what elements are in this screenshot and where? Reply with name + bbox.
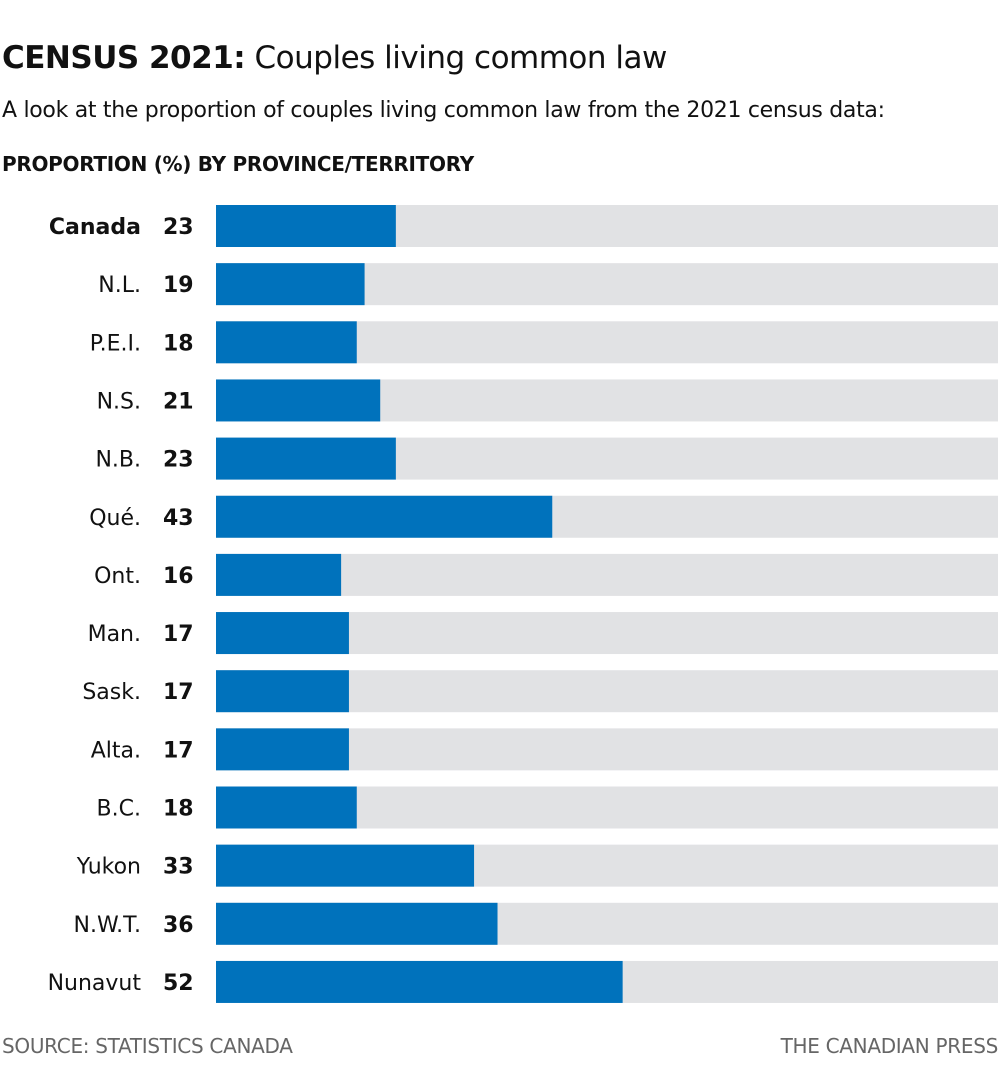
value-label: 16	[163, 564, 194, 589]
bar-Nunavut	[216, 960, 623, 1003]
category-label: Man.	[88, 622, 141, 647]
value-label: 18	[163, 797, 194, 822]
value-label: 43	[163, 506, 194, 531]
chart-title: CENSUS 2021: Couples living common law	[2, 40, 667, 76]
category-label: Qué.	[89, 506, 141, 531]
bar-N.L.	[216, 263, 365, 306]
value-label: 33	[163, 855, 194, 880]
value-label: 19	[163, 273, 194, 298]
category-label: B.C.	[97, 797, 141, 822]
category-label: N.B.	[95, 448, 141, 473]
category-label: N.L.	[98, 273, 141, 298]
bar-Alta.	[216, 728, 349, 771]
value-label: 36	[163, 913, 194, 938]
bar-Sask.	[216, 670, 349, 713]
bar-P.E.I.	[216, 321, 357, 364]
bar-Yukon	[216, 844, 475, 887]
category-label: Canada	[49, 215, 141, 240]
value-label: 23	[163, 448, 194, 473]
section-label: PROPORTION (%) BY PROVINCE/TERRITORY	[2, 152, 474, 176]
category-label: Alta.	[91, 738, 141, 763]
value-label: 23	[163, 215, 194, 240]
chart-subtitle: A look at the proportion of couples livi…	[2, 98, 885, 123]
bar-Ont.	[216, 553, 342, 596]
value-label: 17	[163, 680, 194, 705]
source-note: SOURCE: STATISTICS CANADA	[2, 1034, 293, 1058]
category-label: Yukon	[76, 855, 141, 880]
category-label: N.S.	[97, 389, 141, 414]
bar-track	[216, 553, 998, 596]
value-label: 17	[163, 738, 194, 763]
category-label: Ont.	[94, 564, 141, 589]
title-rest: Couples living common law	[254, 40, 668, 76]
bar-Canada	[216, 205, 396, 247]
bar-Man.	[216, 612, 349, 655]
category-label: N.W.T.	[74, 913, 142, 938]
credit-note: THE CANADIAN PRESS	[780, 1034, 999, 1058]
value-label: 52	[163, 971, 194, 996]
bar-N.S.	[216, 379, 381, 422]
value-label: 21	[163, 389, 194, 414]
bar-B.C.	[216, 786, 357, 829]
value-label: 17	[163, 622, 194, 647]
bar-Qué.	[216, 495, 553, 538]
bar-N.W.T.	[216, 902, 498, 945]
category-label: Nunavut	[48, 971, 142, 996]
category-label: P.E.I.	[90, 331, 141, 356]
bar-N.B.	[216, 437, 396, 480]
value-label: 18	[163, 331, 194, 356]
title-bold: CENSUS 2021:	[2, 40, 246, 76]
category-label: Sask.	[82, 680, 141, 705]
